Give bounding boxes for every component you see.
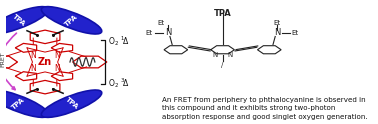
Text: TPA: TPA <box>64 97 79 111</box>
Text: Zn: Zn <box>38 57 52 67</box>
Text: N: N <box>54 64 60 73</box>
Text: TPA: TPA <box>11 13 26 27</box>
Text: Et: Et <box>158 20 165 26</box>
Ellipse shape <box>0 90 49 117</box>
Text: Et: Et <box>274 20 280 26</box>
Ellipse shape <box>0 7 49 34</box>
Text: N: N <box>213 52 218 58</box>
Text: FRET: FRET <box>0 52 6 67</box>
Text: TPA: TPA <box>64 13 79 27</box>
Text: N: N <box>274 28 280 37</box>
Text: TPA: TPA <box>11 97 26 111</box>
Text: N: N <box>227 52 232 58</box>
Text: N: N <box>54 51 60 60</box>
Ellipse shape <box>41 90 102 117</box>
Text: N: N <box>30 51 36 60</box>
Text: O$_2$ $^3\!\Delta$: O$_2$ $^3\!\Delta$ <box>108 76 130 90</box>
FancyArrowPatch shape <box>0 33 17 90</box>
Text: An FRET from periphery to phthalocyanine is observed in
this compound and it exh: An FRET from periphery to phthalocyanine… <box>163 97 368 120</box>
Text: O$_2$ $^1\!\Delta$: O$_2$ $^1\!\Delta$ <box>108 34 130 48</box>
Text: /: / <box>222 62 224 68</box>
Ellipse shape <box>41 7 102 34</box>
Text: Et: Et <box>291 30 298 36</box>
Text: Et: Et <box>146 30 152 36</box>
Text: N: N <box>30 64 36 73</box>
Text: TPA: TPA <box>214 9 231 18</box>
Text: N: N <box>165 28 171 37</box>
